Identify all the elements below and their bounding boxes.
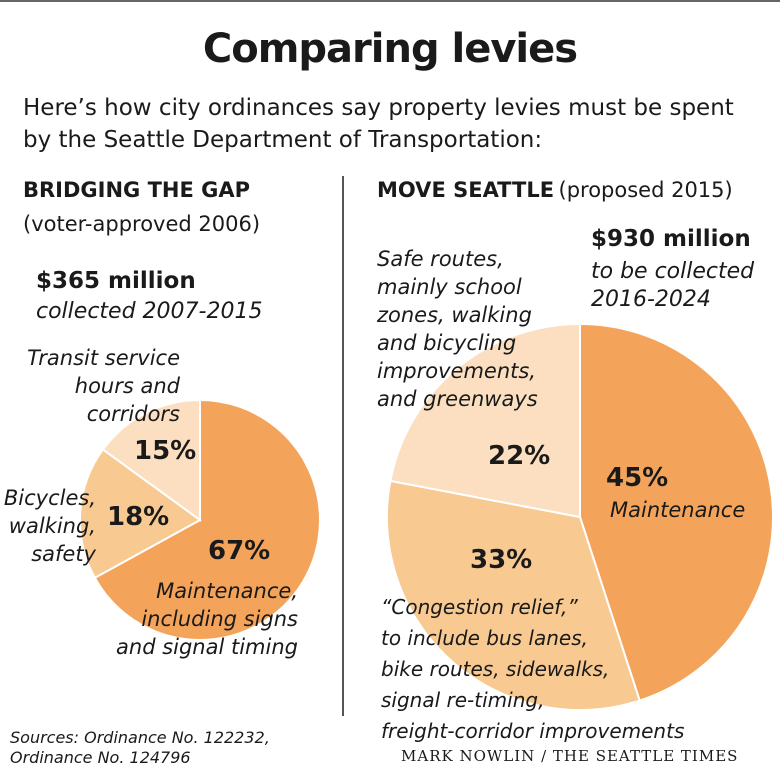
right-total-note-line: to be collected — [591, 259, 755, 284]
category-line: zones, walking — [377, 303, 532, 327]
left-slice-label-bike: 18% — [107, 502, 170, 532]
category-line: and greenways — [377, 387, 538, 411]
left-total-note: collected 2007-2015 — [36, 299, 263, 324]
category-line: “Congestion relief,” — [381, 595, 578, 619]
right-category-maintenance: Maintenance — [610, 498, 746, 522]
pie-slice-maintenance — [579, 322, 774, 702]
left-category-maintenance: Maintenance, including signs and signal … — [112, 577, 298, 661]
left-total-label: $365 million — [36, 268, 196, 294]
right-total-label: $930 million — [591, 226, 751, 252]
chart-title: Comparing levies — [202, 26, 578, 72]
left-category-transit: Transit service hours and corridors — [20, 344, 180, 428]
right-slice-label-maintenance: 45% — [606, 463, 669, 493]
category-line: and signal timing — [116, 635, 298, 659]
right-category-safe-routes: Safe routes, mainly school zones, walkin… — [377, 245, 538, 413]
right-pie — [386, 322, 774, 711]
right-total-note: to be collected 2016-2024 — [591, 258, 754, 314]
left-slice-label-maintenance: 67% — [208, 536, 271, 566]
left-chart-subtitle: (voter-approved 2006) — [23, 212, 261, 236]
category-line: bike routes, sidewalks, — [381, 657, 610, 681]
category-line: to include bus lanes, — [381, 626, 588, 650]
category-line: freight-corridor improvements — [381, 719, 685, 743]
right-total-note-line: 2016-2024 — [591, 287, 711, 312]
category-line: corridors — [86, 402, 180, 426]
left-category-bike: Bicycles, walking, safety — [0, 484, 96, 568]
pie-slice-transit-service — [101, 398, 201, 522]
category-line: safety — [31, 542, 96, 566]
source-line: Sources: Ordinance No. 122232, — [10, 728, 270, 747]
pie-slice-safe-routes — [389, 322, 581, 519]
pie-slice-maintenance — [93, 398, 321, 641]
sources-note: Sources: Ordinance No. 122232, Ordinance… — [10, 728, 270, 768]
category-line: mainly school — [377, 275, 522, 299]
pie-slice-bicycles-walking-safety — [79, 448, 202, 580]
category-line: walking, — [8, 514, 96, 538]
category-line: Safe routes, — [377, 247, 504, 271]
right-chart-heading: MOVE SEATTLE (proposed 2015) — [377, 178, 733, 202]
category-line: signal re-timing, — [381, 688, 545, 712]
category-line: improvements, — [377, 359, 536, 383]
right-slice-label-congestion: 33% — [470, 545, 533, 575]
category-line: and bicycling — [377, 331, 517, 355]
left-pie — [79, 398, 321, 641]
right-chart-title: MOVE SEATTLE — [377, 178, 555, 202]
source-line: Ordinance No. 124796 — [10, 748, 191, 767]
category-line: Maintenance, — [156, 579, 298, 603]
column-divider — [342, 176, 344, 716]
category-line: Bicycles, — [3, 486, 96, 510]
category-line: hours and — [74, 374, 180, 398]
left-chart-title: BRIDGING THE GAP — [23, 178, 251, 202]
left-slice-label-transit: 15% — [134, 436, 197, 466]
credit-line: MARK NOWLIN / THE SEATTLE TIMES — [401, 747, 739, 765]
right-category-congestion: “Congestion relief,” to include bus lane… — [381, 592, 684, 747]
pie-slice-congestion-relief — [386, 479, 641, 711]
right-slice-label-safe-routes: 22% — [488, 441, 551, 471]
intro-text: Here’s how city ordinances say property … — [23, 95, 734, 153]
category-line: including signs — [141, 607, 298, 631]
category-line: Transit service — [27, 346, 180, 370]
right-chart-subtitle: (proposed 2015) — [558, 178, 733, 202]
top-rule — [0, 0, 780, 2]
